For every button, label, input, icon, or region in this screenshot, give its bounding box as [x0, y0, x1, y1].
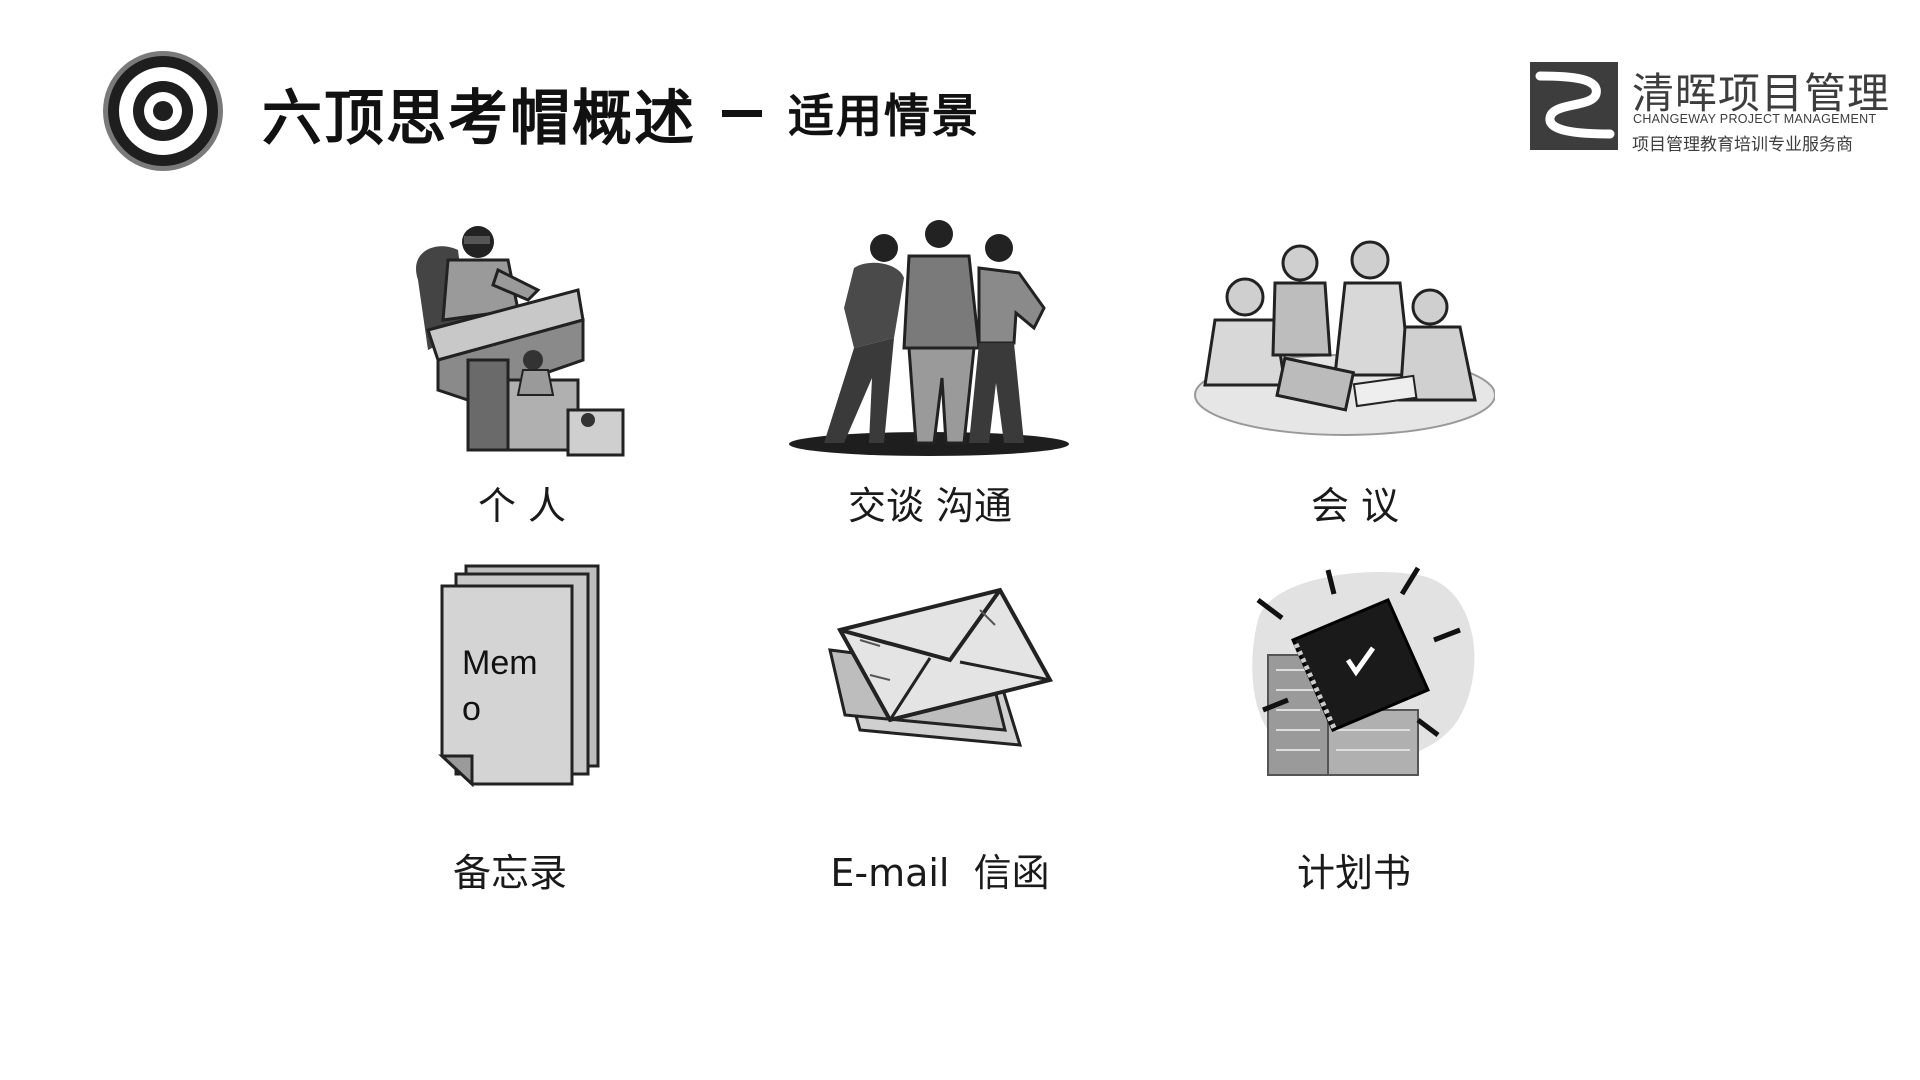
caption-conversation: 交谈 沟通: [847, 484, 1013, 528]
logo-name: 清晖项目管理: [1632, 69, 1891, 118]
caption-meeting: 会 议: [1310, 484, 1400, 528]
envelope-icon: [828, 587, 1054, 747]
title-dash: [722, 109, 762, 117]
title-subtitle: 适用情景: [788, 89, 980, 143]
logo-mark-icon: [1530, 62, 1618, 150]
title-main: 六顶思考帽概述: [262, 83, 696, 154]
caption-individual: 个 人: [477, 484, 567, 528]
company-logo: 清晖项目管理 CHANGEWAY PROJECT MANAGEMENT 项目管理…: [1530, 60, 1889, 156]
meeting-group-icon: [1194, 240, 1495, 436]
plan-book-icon: [1252, 566, 1475, 776]
logo-english-name: CHANGEWAY PROJECT MANAGEMENT: [1633, 112, 1877, 126]
memo-text-line2: o: [462, 690, 481, 728]
caption-plan: 计划书: [1296, 851, 1411, 895]
page-title: 六顶思考帽概述 适用情景: [262, 68, 980, 158]
memo-text-line1: Mem: [462, 644, 538, 682]
target-icon: [103, 51, 223, 171]
person-at-desk-icon: [416, 226, 625, 457]
caption-memo: 备忘录: [452, 851, 567, 895]
memo-icon: Mem o: [438, 562, 608, 787]
people-conversation-icon: [789, 220, 1069, 456]
logo-tagline: 项目管理教育培训专业服务商: [1632, 135, 1853, 155]
caption-email-letter: E-mail 信函: [830, 851, 1050, 895]
